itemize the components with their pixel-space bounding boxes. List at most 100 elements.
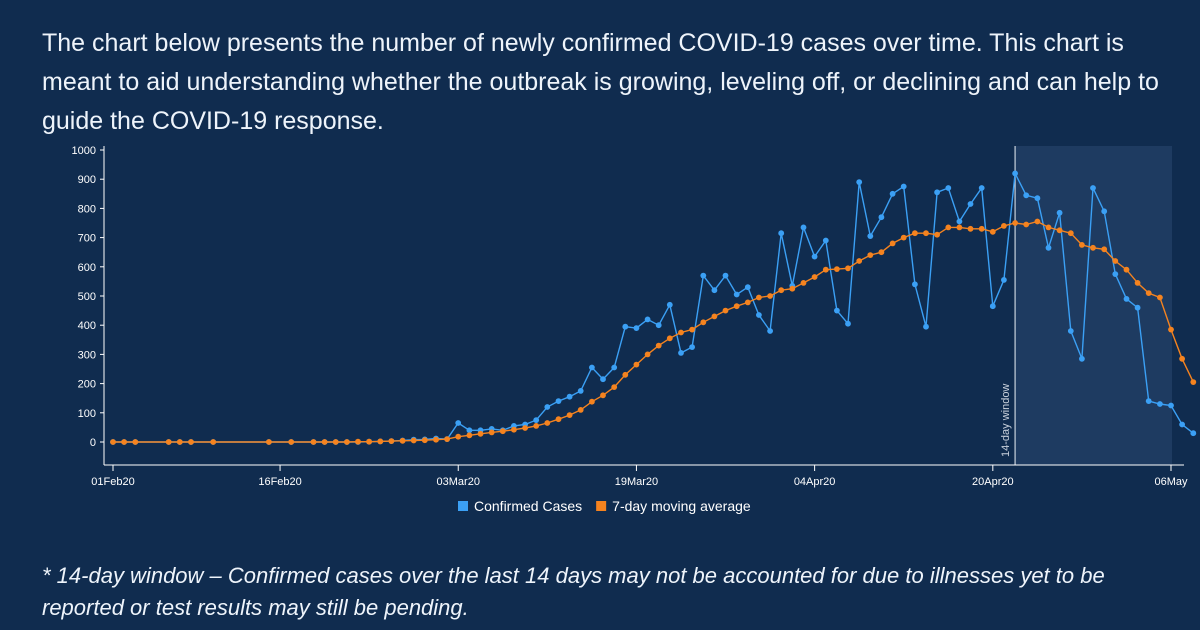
- data-point: [867, 252, 874, 258]
- data-point: [589, 398, 595, 405]
- y-tick-label: 400: [78, 320, 96, 332]
- data-point: [433, 436, 439, 443]
- data-point: [845, 265, 851, 272]
- data-point: [1179, 421, 1185, 428]
- data-point: [789, 285, 796, 292]
- data-point: [1023, 192, 1030, 199]
- data-point: [522, 425, 528, 431]
- legend-label: 7-day moving average: [612, 498, 751, 514]
- legend-swatch: [596, 501, 607, 511]
- x-tick-label: 20Apr20: [972, 476, 1014, 488]
- data-point: [399, 437, 406, 444]
- data-point: [600, 392, 606, 399]
- data-point: [678, 350, 684, 356]
- data-point: [533, 417, 540, 423]
- y-tick-label: 600: [78, 262, 96, 274]
- data-point: [310, 439, 317, 445]
- data-point: [989, 228, 996, 235]
- data-point: [165, 439, 172, 445]
- data-point: [176, 439, 183, 445]
- data-point: [1190, 430, 1197, 437]
- data-point: [1079, 355, 1085, 362]
- data-point: [1123, 266, 1130, 273]
- data-point: [455, 433, 462, 440]
- data-point: [488, 429, 495, 436]
- data-point: [499, 428, 506, 435]
- data-point: [900, 183, 907, 190]
- data-point: [533, 423, 540, 429]
- data-point: [978, 225, 985, 232]
- data-point: [477, 430, 484, 437]
- data-point: [577, 388, 584, 394]
- data-point: [778, 287, 785, 294]
- data-point: [1090, 244, 1096, 251]
- y-tick-label: 300: [78, 349, 96, 361]
- data-point: [878, 214, 885, 221]
- data-point: [800, 280, 807, 286]
- data-point: [511, 426, 517, 433]
- data-point: [1134, 280, 1141, 286]
- data-point: [188, 439, 194, 445]
- series-7-day-moving-average: [110, 218, 1197, 445]
- data-point: [1090, 185, 1096, 191]
- data-point: [722, 307, 729, 314]
- data-point: [711, 313, 718, 320]
- data-point: [1145, 398, 1152, 404]
- data-point: [655, 322, 662, 329]
- data-point: [321, 439, 328, 445]
- data-point: [822, 266, 829, 273]
- data-point: [555, 416, 562, 423]
- data-point: [822, 237, 829, 244]
- series-layer: [110, 170, 1197, 445]
- data-point: [121, 439, 127, 445]
- data-point: [778, 230, 785, 237]
- data-point: [1145, 290, 1152, 296]
- data-point: [1012, 220, 1018, 226]
- data-point: [811, 274, 818, 280]
- y-tick-label: 900: [78, 174, 96, 186]
- data-point: [644, 351, 651, 358]
- data-point: [889, 240, 896, 247]
- window-label: 14-day window: [1000, 384, 1012, 457]
- data-point: [622, 371, 629, 378]
- window-shade: [1015, 146, 1172, 465]
- data-point: [577, 407, 584, 413]
- data-point: [332, 439, 339, 445]
- data-point: [744, 284, 751, 291]
- data-point: [767, 293, 773, 299]
- data-point: [945, 224, 952, 231]
- y-tick-label: 500: [78, 291, 96, 303]
- data-point: [889, 190, 896, 197]
- data-point: [756, 312, 762, 318]
- data-point: [566, 393, 573, 400]
- data-point: [288, 439, 295, 445]
- x-tick-label: 03Mar20: [437, 476, 480, 488]
- data-point: [967, 201, 974, 207]
- data-point: [655, 342, 662, 349]
- data-point: [644, 316, 651, 323]
- data-point: [912, 281, 918, 288]
- data-point: [666, 335, 673, 342]
- data-point: [421, 437, 428, 444]
- data-point: [934, 189, 940, 196]
- data-point: [377, 438, 384, 445]
- data-point: [767, 328, 773, 334]
- data-point: [956, 224, 963, 231]
- data-point: [589, 364, 595, 371]
- data-point: [744, 299, 751, 306]
- data-point: [600, 376, 606, 383]
- y-axis: 0 100 200 300 400 500 600 700 800 900 1000: [72, 145, 105, 465]
- data-point: [845, 320, 851, 327]
- x-tick-label: 01Feb20: [91, 476, 134, 488]
- data-point: [1056, 227, 1063, 234]
- data-point: [923, 230, 929, 237]
- data-point: [1045, 224, 1052, 231]
- data-point: [210, 439, 217, 445]
- data-point: [689, 344, 695, 350]
- x-tick-label: 04Apr20: [794, 476, 836, 488]
- y-tick-label: 200: [78, 379, 96, 391]
- data-point: [566, 412, 573, 418]
- data-point: [466, 427, 473, 434]
- data-point: [912, 230, 918, 237]
- x-tick-label: 19Mar20: [615, 476, 658, 488]
